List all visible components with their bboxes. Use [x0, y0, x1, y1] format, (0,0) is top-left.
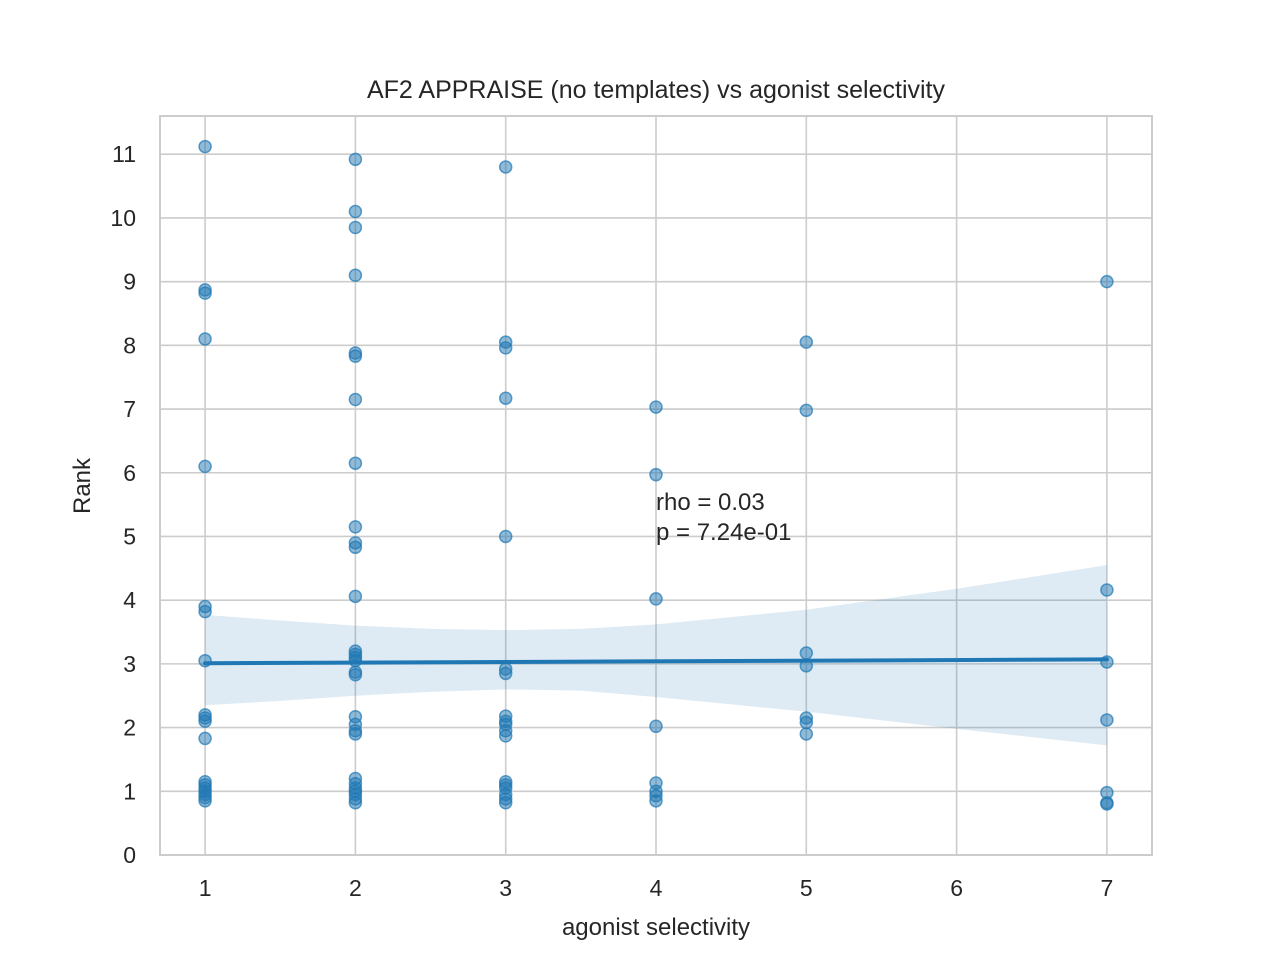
data-point [1100, 797, 1114, 811]
data-point [348, 520, 363, 534]
data-point [198, 794, 212, 808]
data-point [649, 467, 663, 482]
data-point [348, 392, 363, 407]
x-tick-label: 2 [349, 875, 362, 901]
data-point [198, 731, 212, 746]
data-point [799, 727, 814, 741]
x-axis-label: agonist selectivity [562, 914, 750, 941]
x-tick-label: 3 [499, 875, 512, 901]
y-tick-label: 4 [123, 587, 136, 613]
data-point [348, 349, 363, 363]
y-tick-label: 1 [123, 778, 136, 804]
y-tick-label: 8 [123, 332, 136, 358]
data-point [198, 604, 212, 619]
data-point [348, 727, 363, 741]
x-tick-label: 5 [800, 875, 813, 901]
data-point [348, 204, 363, 219]
data-point [799, 715, 814, 730]
x-tick-label: 1 [199, 875, 212, 901]
data-point [348, 589, 363, 604]
y-tick-label: 2 [123, 715, 136, 741]
data-point [348, 540, 363, 555]
data-point [348, 220, 363, 235]
confidence-band [205, 565, 1107, 746]
data-point [799, 403, 814, 418]
y-tick-label: 3 [123, 651, 136, 677]
x-tick-labels: 1 2 3 4 5 6 7 [199, 875, 1114, 901]
annotation-rho: rho = 0.03 [656, 489, 765, 516]
data-point [649, 794, 663, 808]
y-tick-label: 5 [123, 523, 136, 549]
data-point [799, 646, 814, 660]
data-point [649, 592, 663, 606]
data-point [348, 667, 363, 682]
confidence-band-layer [205, 565, 1107, 746]
data-point [498, 341, 513, 355]
data-point [498, 391, 513, 405]
x-tick-label: 6 [950, 875, 963, 901]
y-tick-label: 7 [123, 396, 136, 422]
x-tick-label: 7 [1101, 875, 1114, 901]
data-point [348, 456, 363, 470]
y-tick-label: 0 [123, 842, 136, 868]
data-point [1100, 274, 1114, 289]
chart-title: AF2 APPRAISE (no templates) vs agonist s… [367, 76, 946, 104]
regression-line-layer [203, 657, 1109, 666]
y-axis-label: Rank [69, 457, 96, 514]
data-point [649, 719, 663, 734]
annotation-p-value: p = 7.24e-01 [656, 519, 791, 546]
data-point [498, 529, 513, 544]
data-point [348, 268, 363, 283]
data-point [198, 714, 212, 728]
data-point [198, 286, 212, 300]
regression-line [203, 657, 1109, 666]
data-point [498, 666, 513, 681]
data-point [198, 459, 212, 474]
y-tick-label: 11 [112, 141, 136, 167]
plot-frame [159, 115, 1153, 856]
data-point [649, 400, 663, 414]
y-tick-label: 6 [123, 460, 136, 486]
y-tick-labels: 0 1 2 3 4 5 6 7 8 9 10 11 [110, 141, 136, 868]
data-point [1100, 713, 1114, 727]
data-point [198, 332, 212, 346]
data-point [498, 796, 513, 810]
grid-lines [160, 116, 1152, 856]
y-tick-label: 10 [110, 205, 136, 231]
y-tick-label: 9 [123, 269, 136, 295]
data-point [498, 160, 513, 174]
data-point [348, 152, 363, 167]
data-point [1100, 583, 1114, 597]
x-tick-label: 4 [650, 875, 663, 901]
data-point [498, 729, 513, 743]
data-point [348, 796, 363, 810]
data-point [799, 335, 814, 349]
data-point [198, 139, 212, 154]
